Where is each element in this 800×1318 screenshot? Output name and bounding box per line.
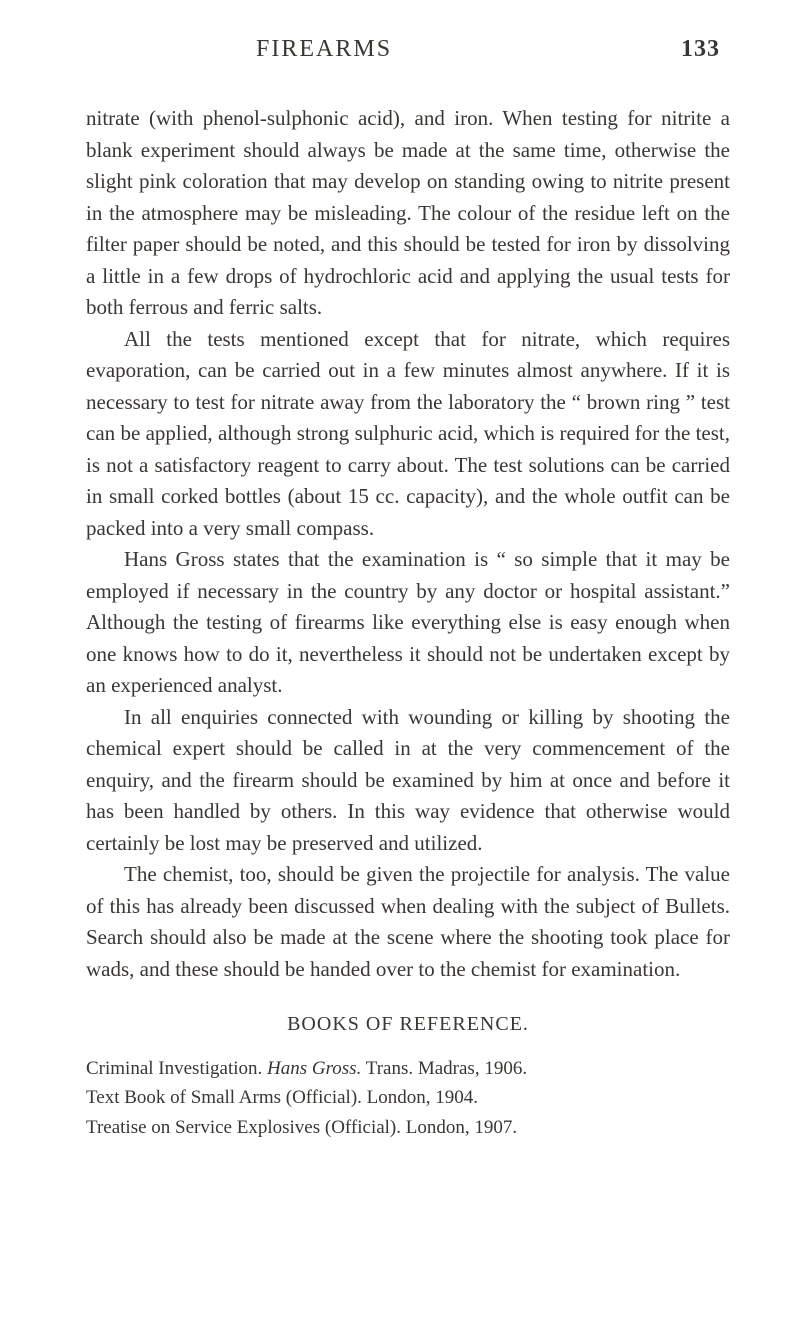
paragraph-1: nitrate (with phenol-sulphonic acid), an…	[86, 103, 730, 324]
paragraph-2: All the tests mentioned except that for …	[86, 324, 730, 545]
page-number: 133	[681, 36, 720, 63]
references-heading: BOOKS OF REFERENCE.	[86, 1013, 730, 1036]
paragraph-5: The chemist, too, should be given the pr…	[86, 859, 730, 985]
page-header: FIREARMS 133	[86, 36, 730, 63]
reference-item: Criminal Investigation. Hans Gross. Tran…	[86, 1054, 730, 1083]
body-text: nitrate (with phenol-sulphonic acid), an…	[86, 103, 730, 985]
reference-text: Criminal Investigation.	[86, 1058, 267, 1079]
running-title: FIREARMS	[256, 36, 392, 63]
paragraph-3: Hans Gross states that the examination i…	[86, 544, 730, 702]
reference-text: Trans. Madras, 1906.	[361, 1058, 527, 1079]
reference-italic: Hans Gross.	[267, 1058, 361, 1079]
reference-item: Text Book of Small Arms (Official). Lond…	[86, 1083, 730, 1112]
reference-item: Treatise on Service Explosives (Official…	[86, 1113, 730, 1142]
paragraph-4: In all enquiries connected with wounding…	[86, 702, 730, 860]
references-list: Criminal Investigation. Hans Gross. Tran…	[86, 1054, 730, 1142]
